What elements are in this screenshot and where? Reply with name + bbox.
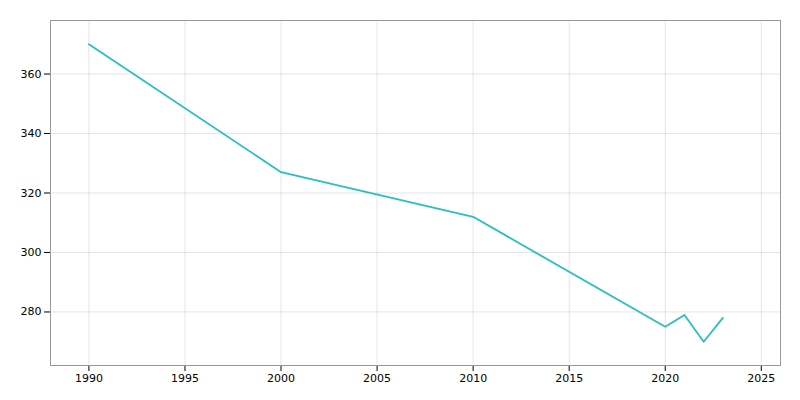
svg-text:280: 280 — [21, 305, 42, 318]
svg-text:2025: 2025 — [747, 372, 775, 385]
svg-text:2020: 2020 — [651, 372, 679, 385]
svg-text:340: 340 — [21, 127, 42, 140]
svg-text:2005: 2005 — [363, 372, 391, 385]
svg-text:2000: 2000 — [267, 372, 295, 385]
svg-text:320: 320 — [21, 187, 42, 200]
svg-text:360: 360 — [21, 68, 42, 81]
svg-text:2015: 2015 — [555, 372, 583, 385]
svg-text:1990: 1990 — [75, 372, 103, 385]
svg-text:2010: 2010 — [459, 372, 487, 385]
svg-text:1995: 1995 — [171, 372, 199, 385]
svg-text:300: 300 — [21, 246, 42, 259]
